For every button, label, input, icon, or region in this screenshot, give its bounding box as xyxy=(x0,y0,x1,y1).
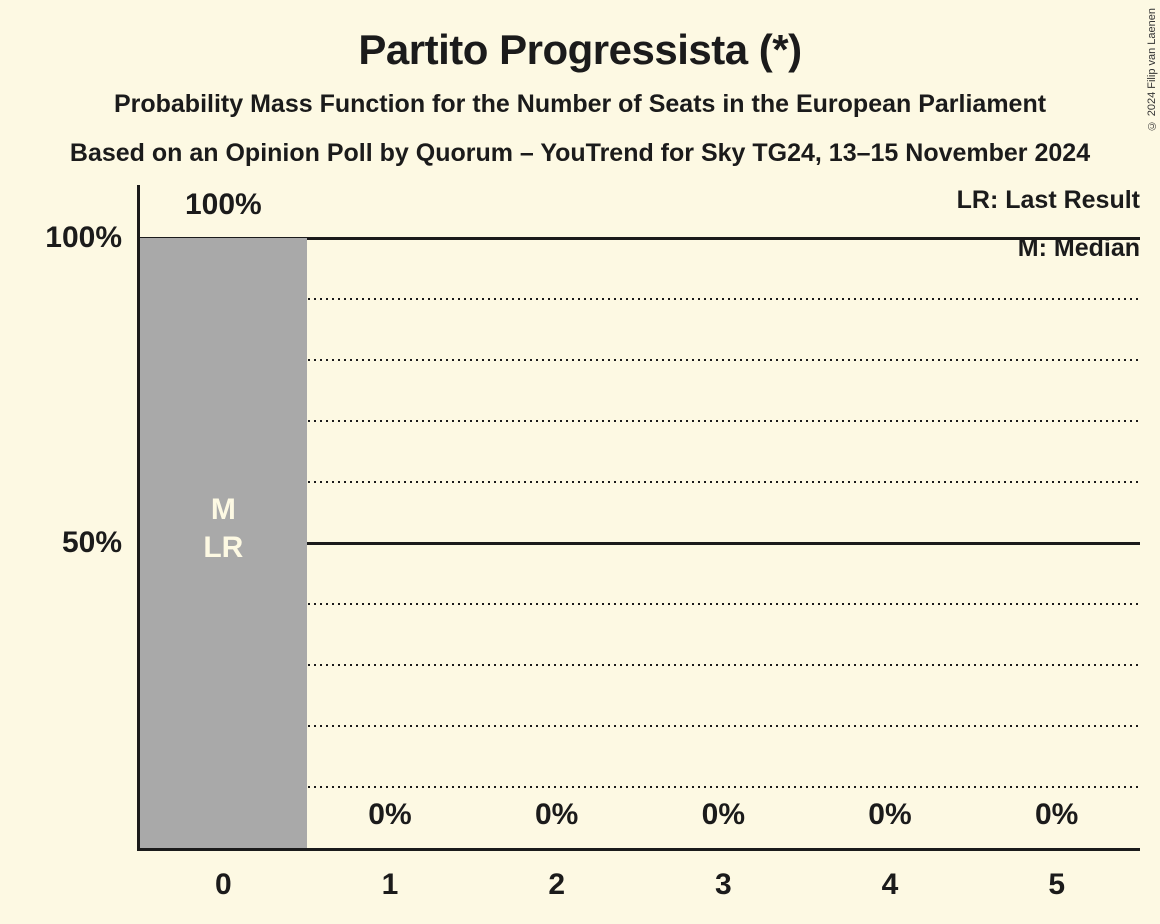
chart-title: Partito Progressista (*) xyxy=(358,26,802,73)
value-label-3: 0% xyxy=(701,798,745,831)
value-label-5: 0% xyxy=(1034,798,1079,831)
gridline-solid-50 xyxy=(140,541,1140,545)
gridline-dotted-70 xyxy=(140,420,1140,422)
gridline-dotted-20 xyxy=(140,725,1140,727)
gridline-dotted-80 xyxy=(140,359,1140,361)
value-label-1: 0% xyxy=(368,798,412,831)
value-label-0: 100% xyxy=(184,188,262,221)
bar-annotation-line: M xyxy=(210,493,236,526)
copyright-notice: © 2024 Filip van Laenen xyxy=(1146,8,1158,132)
chart-subtitle: Probability Mass Function for the Number… xyxy=(113,90,1047,118)
legend-last-result: LR: Last Result xyxy=(956,186,1140,214)
gridline-dotted-40 xyxy=(140,603,1140,605)
gridline-dotted-60 xyxy=(140,481,1140,483)
value-label-4: 0% xyxy=(868,798,912,831)
bar-annotation-0: M LR xyxy=(140,224,307,834)
bar-seats-0 xyxy=(140,238,307,848)
x-tick-label-1: 1 xyxy=(381,868,399,901)
y-tick-label-100: 100% xyxy=(45,221,122,254)
gridline-dotted-10 xyxy=(140,786,1140,788)
gridline-dotted-90 xyxy=(140,298,1140,300)
bar-annotation-line: LR xyxy=(203,531,244,564)
legend-median: M: Median xyxy=(1017,234,1140,262)
x-tick-label-4: 4 xyxy=(881,868,899,901)
gridline-solid-100 xyxy=(140,236,1140,240)
value-label-2: 0% xyxy=(534,798,579,831)
x-tick-label-5: 5 xyxy=(1048,868,1065,901)
y-tick-label-50: 50% xyxy=(61,526,122,559)
x-tick-label-2: 2 xyxy=(548,868,565,901)
gridline-dotted-30 xyxy=(140,664,1140,666)
plot-area: M LR 100% 0% 0% 0% 0% 0% 100% 50% 0 1 2 3 4 5 xyxy=(45,185,1140,901)
chart-source-line: Based on an Opinion Poll by Quorum – You… xyxy=(69,139,1091,167)
x-tick-label-3: 3 xyxy=(714,868,732,901)
x-tick-label-0: 0 xyxy=(214,868,232,901)
